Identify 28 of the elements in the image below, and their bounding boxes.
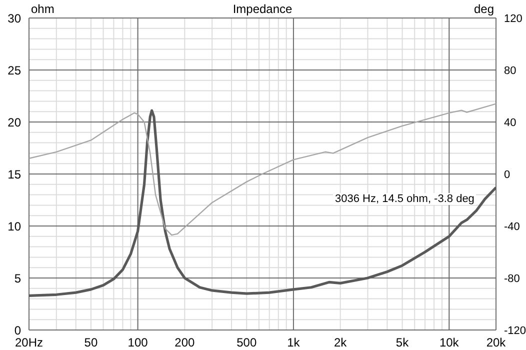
x-tick-label: 100 — [128, 336, 148, 350]
y-axis-title: ohm — [31, 2, 54, 16]
y2-tick-label: 40 — [504, 116, 516, 129]
y2-tick-label: -40 — [504, 220, 520, 233]
y2-tick-label: -120 — [504, 324, 526, 337]
x-tick-label: 200 — [174, 336, 195, 350]
y-tick-label: 0 — [14, 323, 22, 338]
y-tick-label: 30 — [8, 11, 22, 26]
y2-tick-label: -80 — [504, 272, 520, 285]
y-tick-label: 5 — [14, 271, 22, 286]
annotation: 3036 Hz, 14.5 ohm, -3.8 deg — [333, 193, 476, 205]
x-tick-label: 10k — [439, 336, 460, 350]
y-tick-label: 25 — [8, 63, 22, 78]
y2-tick-label: 80 — [504, 64, 516, 77]
x-tick-label: 500 — [236, 336, 257, 350]
y2-tick-label: 120 — [504, 12, 522, 25]
y2-axis-title: deg — [474, 2, 494, 16]
x-tick-label: 2k — [334, 336, 348, 350]
x-tick-label: 1k — [287, 336, 301, 350]
y-tick-label: 15 — [8, 167, 22, 182]
x-tick-label: 50 — [84, 336, 98, 350]
y2-tick-label: 0 — [504, 168, 510, 181]
y-tick-label: 20 — [8, 115, 22, 130]
x-tick-label: 20k — [486, 336, 507, 350]
x-tick-label: 20Hz — [14, 336, 44, 350]
chart-title: Impedance — [232, 2, 292, 16]
y-tick-label: 10 — [8, 219, 22, 234]
x-tick-label: 5k — [396, 336, 410, 350]
